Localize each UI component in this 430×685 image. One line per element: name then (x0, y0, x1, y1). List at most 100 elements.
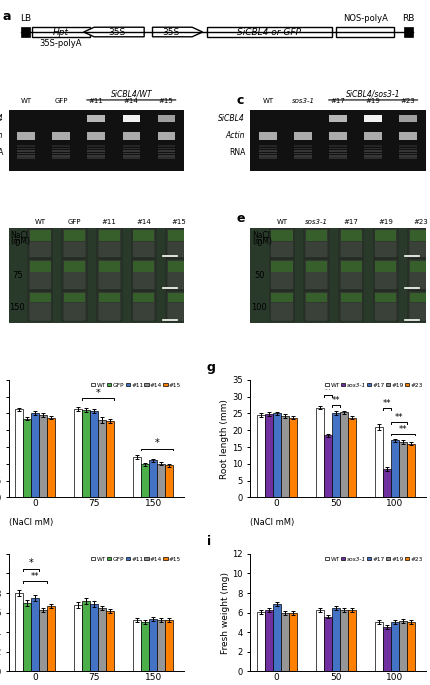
Bar (306, 261, 327, 271)
Bar (306, 273, 327, 289)
Bar (374, 260, 398, 290)
Text: **: ** (395, 413, 403, 422)
Bar (270, 291, 294, 321)
Bar (98, 420, 106, 497)
Bar (270, 227, 294, 258)
Bar (399, 150, 417, 151)
Bar (168, 261, 189, 271)
Bar (133, 242, 154, 258)
Bar (99, 261, 120, 271)
Bar (399, 114, 417, 123)
Text: Actin: Actin (0, 131, 3, 140)
Bar (271, 303, 292, 321)
Bar (348, 417, 356, 497)
Text: **: ** (383, 399, 391, 408)
Bar (383, 469, 391, 497)
Bar (332, 608, 340, 671)
Bar (339, 260, 363, 290)
Bar (30, 303, 51, 321)
Text: #19: #19 (378, 219, 393, 225)
Bar (17, 153, 35, 154)
Bar (52, 145, 70, 147)
Text: SiCBL4: SiCBL4 (0, 114, 3, 123)
Text: 0: 0 (257, 240, 262, 249)
Text: (NaCl mM): (NaCl mM) (9, 519, 53, 527)
Bar (52, 158, 70, 159)
Bar (97, 260, 122, 290)
Bar (133, 457, 141, 497)
Text: e: e (237, 212, 245, 225)
Bar (375, 273, 396, 289)
Text: 35S: 35S (108, 27, 126, 36)
Bar (329, 114, 347, 123)
Text: NaCl: NaCl (252, 231, 270, 240)
Bar (82, 410, 90, 497)
Bar (408, 291, 430, 321)
Text: (mM): (mM) (10, 237, 31, 247)
Text: **: ** (31, 572, 39, 581)
Bar (399, 621, 407, 671)
Bar (341, 229, 362, 241)
Polygon shape (153, 27, 203, 37)
Bar (17, 155, 35, 157)
Bar (259, 145, 277, 147)
Bar (99, 292, 120, 302)
Bar (391, 623, 399, 671)
Bar (340, 412, 348, 497)
Bar (133, 292, 154, 302)
Text: NOS-polyA: NOS-polyA (343, 14, 388, 23)
Bar (123, 150, 140, 151)
Bar (374, 227, 398, 258)
Bar (329, 148, 347, 149)
Bar (157, 132, 175, 140)
Bar (99, 303, 120, 321)
Bar (304, 291, 329, 321)
Bar (166, 291, 191, 321)
Bar (30, 261, 51, 271)
Bar (157, 153, 175, 154)
Bar (399, 158, 417, 159)
Bar (324, 616, 332, 671)
Text: #17: #17 (344, 219, 359, 225)
Text: RNA: RNA (229, 149, 245, 158)
Bar (294, 148, 312, 149)
Bar (407, 623, 415, 671)
Bar (52, 153, 70, 154)
Bar (399, 442, 407, 497)
Text: #11: #11 (102, 219, 117, 225)
Bar (64, 273, 85, 289)
Bar (294, 158, 312, 159)
Bar (281, 416, 289, 497)
Bar (141, 464, 149, 497)
Y-axis label: Root length (mm): Root length (mm) (221, 399, 230, 479)
Text: Actin: Actin (226, 131, 245, 140)
Bar (132, 260, 156, 290)
Text: WT: WT (276, 219, 288, 225)
Bar (123, 158, 140, 159)
Text: SiCBL4: SiCBL4 (218, 114, 245, 123)
Bar (97, 291, 122, 321)
Text: WT: WT (262, 98, 273, 104)
Bar (281, 612, 289, 671)
Bar (39, 610, 47, 671)
Bar (316, 610, 324, 671)
Bar (133, 621, 141, 671)
Bar (375, 427, 383, 497)
Bar (157, 158, 175, 159)
Bar (64, 261, 85, 271)
Bar (257, 415, 265, 497)
Bar (132, 291, 156, 321)
Bar (410, 229, 430, 241)
Bar (324, 435, 332, 497)
Text: c: c (237, 95, 244, 108)
Bar (404, 27, 413, 37)
Bar (341, 273, 362, 289)
Bar (399, 155, 417, 157)
Bar (123, 114, 140, 123)
Bar (316, 408, 324, 497)
Bar (98, 608, 106, 671)
Bar (62, 291, 87, 321)
Bar (64, 229, 85, 241)
Bar (329, 158, 347, 159)
Text: sos3-1: sos3-1 (305, 219, 328, 225)
